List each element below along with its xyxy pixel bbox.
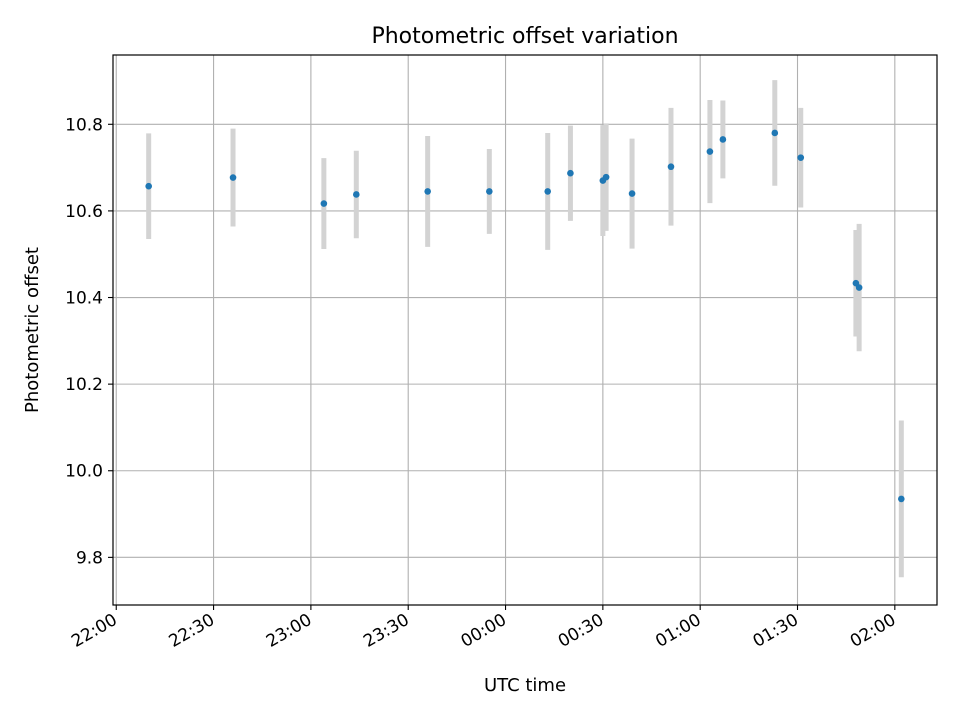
data-point xyxy=(706,148,714,155)
x-tick-label: 23:00 xyxy=(263,610,315,652)
x-tick-label: 22:30 xyxy=(166,610,218,652)
y-tick-label: 10.2 xyxy=(65,375,103,395)
data-point xyxy=(898,495,905,503)
data-point xyxy=(486,188,493,195)
data-point xyxy=(855,284,863,291)
data-point xyxy=(544,188,552,195)
data-point xyxy=(628,190,636,197)
x-axis-label: UTC time xyxy=(484,675,566,696)
x-tick-label: 23:30 xyxy=(360,610,412,652)
y-tick-label: 10.8 xyxy=(65,115,103,135)
plot-frame xyxy=(112,54,938,606)
data-point xyxy=(353,191,360,198)
chart-title: Photometric offset variation xyxy=(371,24,678,49)
data-point xyxy=(667,163,675,171)
data-point xyxy=(567,169,574,177)
data-point xyxy=(424,188,431,195)
axis-ticks: 22:00 22:30 23:00 23:30 00:00 00:30 01:00 01:30… xyxy=(65,115,899,652)
data-point xyxy=(719,136,727,143)
x-tick-label: 00:30 xyxy=(555,610,607,652)
data-point xyxy=(145,182,152,190)
data-point xyxy=(771,129,779,137)
error-bars xyxy=(146,80,904,578)
grid-lines xyxy=(113,55,937,605)
y-tick-label: 10.6 xyxy=(65,202,103,222)
x-tick-label: 22:00 xyxy=(68,610,120,652)
data-point xyxy=(320,200,328,207)
x-tick-label: 01:00 xyxy=(652,610,704,652)
y-tick-label: 10.4 xyxy=(65,289,103,309)
x-tick-label: 01:30 xyxy=(750,610,802,652)
y-axis-label: Photometric offset xyxy=(22,247,43,413)
data-point xyxy=(229,174,237,181)
y-tick-label: 10.0 xyxy=(65,462,103,482)
x-tick-label: 00:00 xyxy=(458,610,510,652)
data-points xyxy=(145,129,905,503)
x-tick-label: 02:00 xyxy=(847,610,899,652)
y-tick-label: 9.8 xyxy=(76,548,103,568)
data-point xyxy=(602,173,610,181)
data-point xyxy=(797,154,805,161)
